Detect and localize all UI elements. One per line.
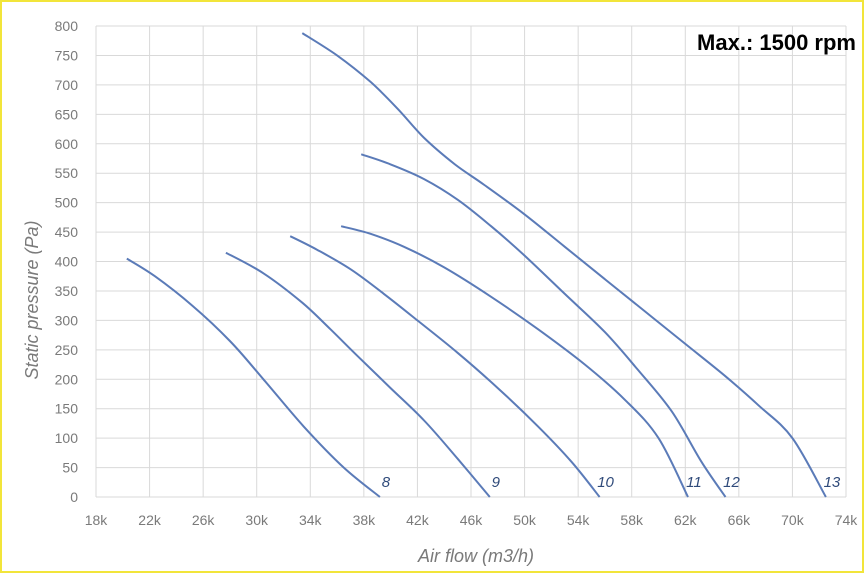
x-tick-label: 22k	[138, 512, 162, 528]
curve-12	[360, 153, 727, 498]
y-tick-label: 550	[55, 165, 79, 181]
curve-label-8: 8	[382, 474, 391, 491]
y-tick-label: 100	[55, 430, 79, 446]
x-tick-label: 54k	[567, 512, 591, 528]
curve-13	[301, 32, 827, 498]
x-tick-label: 46k	[460, 512, 484, 528]
curve-label-12: 12	[723, 474, 740, 491]
curve-label-9: 9	[492, 474, 501, 491]
y-tick-label: 400	[55, 254, 79, 270]
y-tick-label: 200	[55, 371, 79, 387]
y-tick-label: 600	[55, 136, 79, 152]
grid	[95, 25, 847, 498]
x-tick-label: 62k	[674, 512, 698, 528]
tick-labels: 18k 22k 26k 30k 34k 38k 42k 46k 50k 54k 58k 62k 66k 7…	[55, 18, 859, 528]
y-tick-label: 50	[62, 460, 78, 476]
x-tick-label: 50k	[513, 512, 537, 528]
x-tick-label: 42k	[406, 512, 430, 528]
x-tick-label: 38k	[353, 512, 377, 528]
y-tick-label: 650	[55, 106, 79, 122]
x-tick-label: 66k	[728, 512, 752, 528]
curve-10	[289, 235, 601, 498]
y-axis-label: Static pressure (Pa)	[22, 220, 42, 379]
x-tick-label: 26k	[192, 512, 216, 528]
curve-labels: 8 9 10 11 12 13	[382, 474, 841, 491]
x-tick-label: 18k	[85, 512, 109, 528]
y-tick-label: 300	[55, 312, 79, 328]
curve-8	[126, 257, 381, 498]
x-tick-label: 34k	[299, 512, 323, 528]
x-tick-label: 70k	[781, 512, 805, 528]
x-tick-label: 74k	[835, 512, 859, 528]
curve-9	[225, 251, 491, 498]
y-tick-label: 500	[55, 195, 79, 211]
y-tick-label: 750	[55, 47, 79, 63]
curve-11	[340, 225, 689, 498]
curve-label-13: 13	[824, 474, 841, 491]
x-tick-label: 58k	[620, 512, 644, 528]
curve-label-10: 10	[597, 474, 614, 491]
x-tick-label: 30k	[245, 512, 269, 528]
curves	[126, 32, 827, 498]
y-tick-label: 0	[70, 489, 78, 505]
y-tick-label: 450	[55, 224, 79, 240]
y-tick-label: 350	[55, 283, 79, 299]
x-axis-label: Air flow (m3/h)	[417, 546, 534, 566]
y-tick-label: 250	[55, 342, 79, 358]
y-tick-label: 150	[55, 401, 79, 417]
curve-label-11: 11	[686, 474, 702, 491]
y-tick-label: 800	[55, 18, 79, 34]
y-tick-label: 700	[55, 77, 79, 93]
max-rpm-annotation: Max.: 1500 rpm	[697, 30, 856, 55]
